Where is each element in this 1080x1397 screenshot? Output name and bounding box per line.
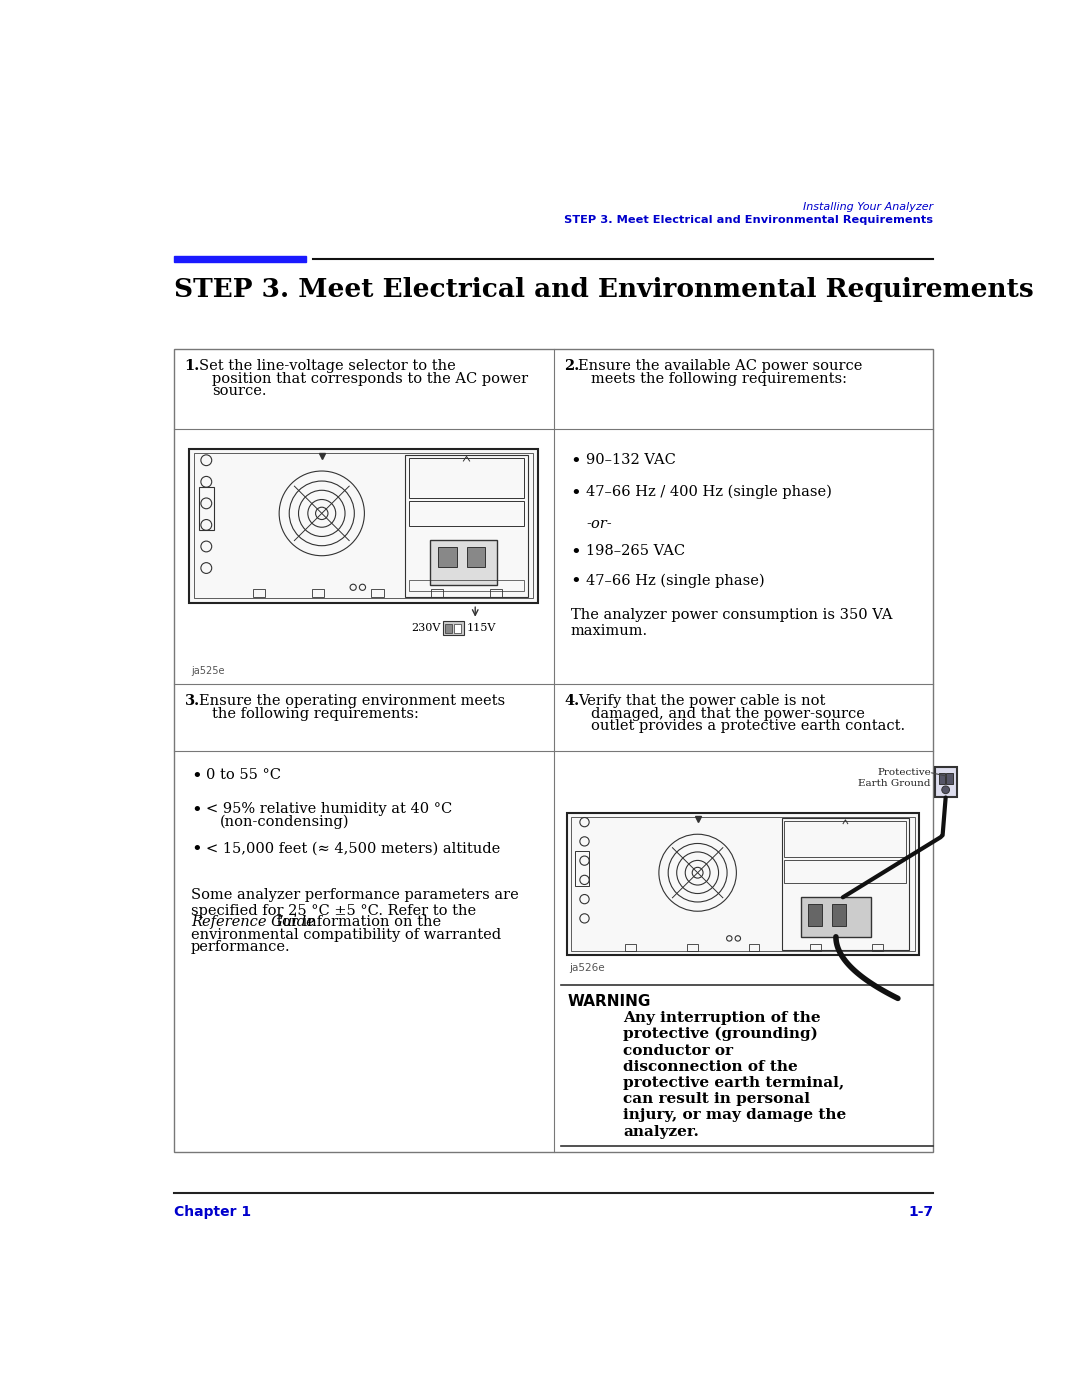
Text: Verify that the power cable is not: Verify that the power cable is not xyxy=(578,694,826,708)
Circle shape xyxy=(942,787,949,793)
Bar xyxy=(782,819,908,950)
Text: Chapter 1: Chapter 1 xyxy=(174,1204,251,1218)
Text: Any interruption of the
protective (grounding)
conductor or
disconnection of the: Any interruption of the protective (grou… xyxy=(623,1011,847,1139)
Bar xyxy=(576,851,590,886)
Text: Reference Guide: Reference Guide xyxy=(191,915,314,929)
Bar xyxy=(430,539,497,585)
Bar xyxy=(372,588,383,597)
Text: STEP 3. Meet Electrical and Environmental Requirements: STEP 3. Meet Electrical and Environmenta… xyxy=(564,215,933,225)
Bar xyxy=(455,624,461,633)
Text: ja525e: ja525e xyxy=(191,666,225,676)
Bar xyxy=(625,944,636,951)
Bar xyxy=(438,548,457,567)
Text: Ensure the available AC power source: Ensure the available AC power source xyxy=(578,359,863,373)
Text: •: • xyxy=(191,841,202,859)
Bar xyxy=(801,897,870,937)
Text: environmental compatibility of warranted: environmental compatibility of warranted xyxy=(191,928,501,942)
Bar xyxy=(490,588,502,597)
Bar xyxy=(199,488,214,529)
Text: STEP 3. Meet Electrical and Environmental Requirements: STEP 3. Meet Electrical and Environmenta… xyxy=(174,277,1034,302)
Text: 90–132 VAC: 90–132 VAC xyxy=(586,453,676,467)
Bar xyxy=(939,773,945,784)
Bar xyxy=(174,349,933,1151)
Text: 2.: 2. xyxy=(565,359,580,373)
Text: Ensure the operating environment meets: Ensure the operating environment meets xyxy=(199,694,504,708)
Text: Some analyzer performance parameters are
specified for 25 °C ±5 °C. Refer to the: Some analyzer performance parameters are… xyxy=(191,887,518,918)
Text: WARNING: WARNING xyxy=(567,993,651,1009)
Text: •: • xyxy=(191,768,202,787)
Text: 47–66 Hz / 400 Hz (single phase): 47–66 Hz / 400 Hz (single phase) xyxy=(586,485,832,499)
Bar xyxy=(571,817,916,951)
Text: meets the following requirements:: meets the following requirements: xyxy=(592,372,848,386)
Bar xyxy=(808,904,822,926)
Bar xyxy=(408,580,525,591)
Text: 1-7: 1-7 xyxy=(908,1204,933,1218)
Bar xyxy=(189,448,538,602)
Bar xyxy=(408,500,525,527)
Text: position that corresponds to the AC power: position that corresponds to the AC powe… xyxy=(212,372,528,386)
Bar xyxy=(405,455,527,597)
Text: Set the line-voltage selector to the: Set the line-voltage selector to the xyxy=(199,359,456,373)
Text: 0 to 55 °C: 0 to 55 °C xyxy=(206,768,281,782)
Text: 4.: 4. xyxy=(565,694,580,708)
Bar xyxy=(810,944,821,951)
Text: 198–265 VAC: 198–265 VAC xyxy=(586,545,685,559)
Text: outlet provides a protective earth contact.: outlet provides a protective earth conta… xyxy=(592,719,906,733)
Text: 1.: 1. xyxy=(185,359,200,373)
Text: The analyzer power consumption is 350 VA
maximum.: The analyzer power consumption is 350 VA… xyxy=(570,608,892,638)
Text: -or-: -or- xyxy=(586,517,611,531)
Bar xyxy=(445,624,451,633)
Text: •: • xyxy=(570,485,581,503)
Bar xyxy=(443,622,464,636)
Bar xyxy=(253,588,266,597)
Bar xyxy=(833,904,847,926)
Text: performance.: performance. xyxy=(191,940,291,954)
Bar xyxy=(872,944,882,951)
Bar xyxy=(467,548,485,567)
Text: •: • xyxy=(570,573,581,591)
Text: ja526e: ja526e xyxy=(569,963,605,974)
Bar xyxy=(748,944,759,951)
Text: •: • xyxy=(191,802,202,820)
Text: 47–66 Hz (single phase): 47–66 Hz (single phase) xyxy=(586,573,765,588)
Bar xyxy=(431,588,443,597)
Text: Protective
Earth Ground: Protective Earth Ground xyxy=(859,768,931,788)
Bar xyxy=(194,453,534,598)
Bar xyxy=(687,944,698,951)
Bar xyxy=(784,820,906,858)
Bar xyxy=(312,588,324,597)
Bar xyxy=(408,458,525,497)
Bar xyxy=(567,813,919,956)
Text: Installing Your Analyzer: Installing Your Analyzer xyxy=(804,203,933,212)
Bar xyxy=(784,859,906,883)
Text: damaged, and that the power-source: damaged, and that the power-source xyxy=(592,707,865,721)
Text: for information on the: for information on the xyxy=(272,915,442,929)
Bar xyxy=(935,767,957,798)
Bar xyxy=(946,773,953,784)
Text: < 95% relative humidity at 40 °C: < 95% relative humidity at 40 °C xyxy=(206,802,453,816)
Text: 230V: 230V xyxy=(411,623,441,633)
Text: •: • xyxy=(570,545,581,562)
Text: 115V: 115V xyxy=(467,623,496,633)
Text: •: • xyxy=(570,453,581,471)
Text: < 15,000 feet (≈ 4,500 meters) altitude: < 15,000 feet (≈ 4,500 meters) altitude xyxy=(206,841,500,855)
Text: the following requirements:: the following requirements: xyxy=(212,707,419,721)
Bar xyxy=(174,256,306,261)
Text: source.: source. xyxy=(212,384,267,398)
Text: (non-condensing): (non-condensing) xyxy=(219,814,349,828)
Text: 3.: 3. xyxy=(185,694,200,708)
